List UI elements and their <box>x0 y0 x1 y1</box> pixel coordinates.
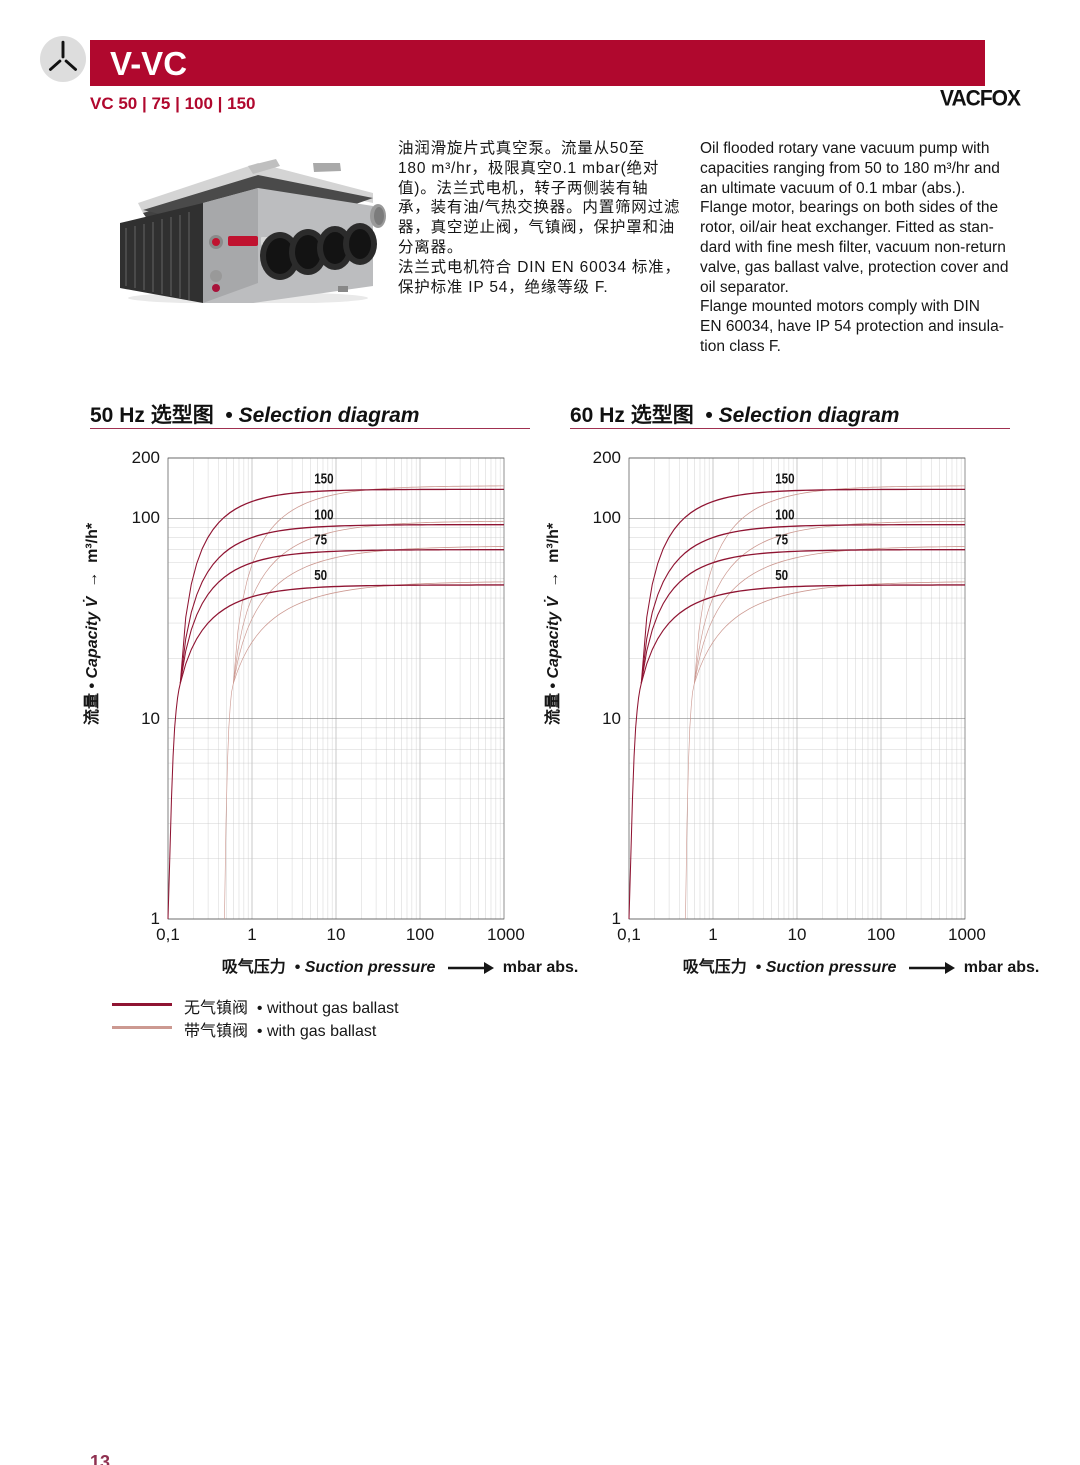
svg-text:100: 100 <box>314 506 333 523</box>
svg-text:150: 150 <box>775 470 794 487</box>
svg-text:50: 50 <box>775 566 788 583</box>
svg-text:100: 100 <box>775 506 794 523</box>
svg-text:150: 150 <box>314 470 333 487</box>
svg-text:75: 75 <box>314 531 327 548</box>
svg-text:50: 50 <box>314 566 327 583</box>
svg-text:75: 75 <box>775 531 788 548</box>
